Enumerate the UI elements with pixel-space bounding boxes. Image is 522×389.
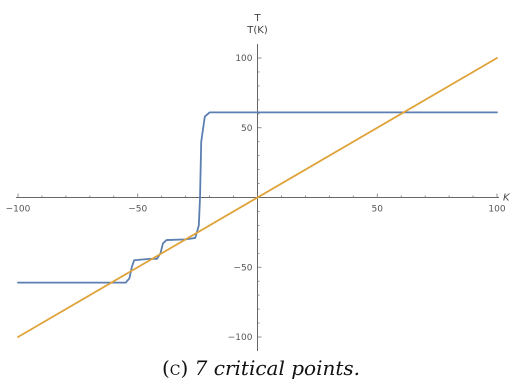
x-axis-label: K [503, 193, 511, 204]
y-tick-label: −100 [228, 333, 253, 343]
x-tick-label: 100 [488, 205, 505, 215]
caption-label: (c) [161, 356, 189, 380]
axis-labels: TT(K) K [246, 13, 511, 204]
series-group [17, 57, 498, 338]
x-tick-label: 50 [372, 205, 384, 215]
y-axis-title: T [253, 13, 261, 24]
x-tick-label: −50 [128, 205, 147, 215]
diagonal-line [17, 57, 498, 338]
step-curve-line [17, 111, 498, 284]
y-tick-label: 100 [235, 54, 252, 64]
figure-caption: (c) 7 critical points. [0, 355, 522, 381]
y-tick-label: −50 [234, 263, 253, 273]
y-axis-label: T(K) [246, 25, 268, 36]
x-tick-label: −100 [6, 205, 31, 215]
y-tick-label: 50 [241, 124, 253, 134]
chart-svg: −100 −50 50 100 −100 −50 50 100 TT(K) K [6, 13, 511, 351]
caption-text: 7 critical points. [194, 356, 361, 380]
ticks: −100 −50 50 100 −100 −50 50 100 [6, 54, 506, 343]
